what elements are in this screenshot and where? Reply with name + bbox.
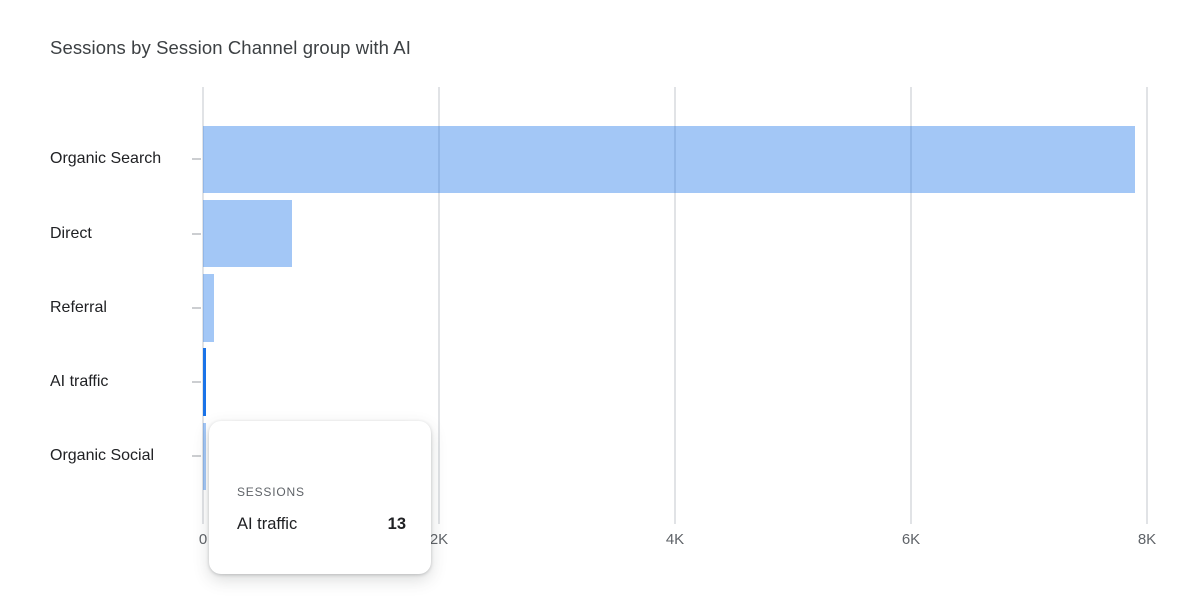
category-tick-organic-search: [192, 158, 201, 161]
gridline-2k: [438, 87, 440, 524]
gridline-0: [202, 87, 204, 524]
tooltip-row: AI traffic 13: [237, 512, 406, 536]
x-axis-label-6k: 6K: [901, 531, 921, 548]
bar-referral[interactable]: [203, 274, 215, 342]
tooltip-metric-label: SESSIONS: [237, 485, 305, 499]
category-tick-ai-traffic: [192, 381, 201, 384]
x-axis-label-8k: 8K: [1137, 531, 1157, 548]
bar-organic-search[interactable]: [203, 125, 1136, 193]
category-label-direct: Direct: [50, 224, 92, 242]
category-label-organic-search: Organic Search: [50, 150, 162, 168]
tooltip: SESSIONS AI traffic 13: [209, 421, 431, 574]
tooltip-value: 13: [387, 515, 406, 533]
bar-direct[interactable]: [203, 199, 292, 268]
x-axis-label-4k: 4K: [665, 531, 685, 548]
category-label-referral: Referral: [50, 298, 107, 316]
x-axis-label-2k: 2K: [429, 531, 449, 548]
category-tick-referral: [192, 306, 201, 309]
category-tick-direct: [192, 232, 201, 235]
chart-title: Sessions by Session Channel group with A…: [50, 37, 411, 58]
x-axis-label-0: 0: [198, 531, 208, 548]
category-label-ai-traffic: AI traffic: [50, 373, 109, 391]
tooltip-category-label: AI traffic: [237, 515, 298, 533]
gridline-8k: [1146, 87, 1148, 524]
category-tick-organic-social: [192, 455, 201, 458]
bar-organic-social[interactable]: [203, 422, 206, 491]
gridline-6k: [910, 87, 912, 524]
gridline-4k: [674, 87, 676, 524]
bar-ai-traffic[interactable]: [203, 348, 206, 416]
category-label-organic-social: Organic Social: [50, 447, 155, 465]
